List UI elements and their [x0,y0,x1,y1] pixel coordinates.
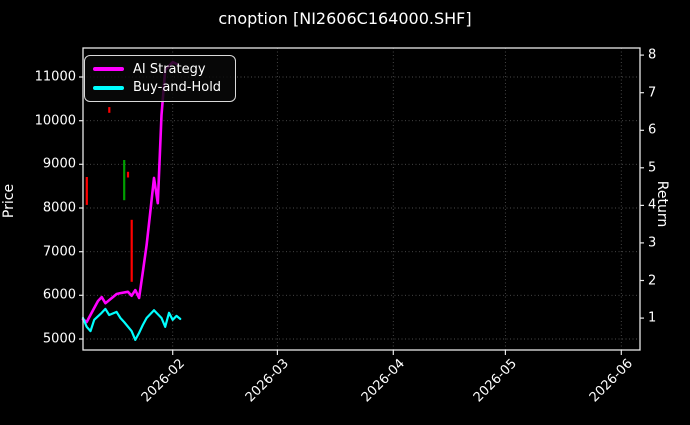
series-line-ai-strategy [81,60,178,324]
legend-item-buy-and-hold: Buy-and-Hold [93,80,227,95]
candle-wick [123,160,126,201]
legend-label: Buy-and-Hold [133,80,222,96]
legend-line-sample-magenta [93,67,124,71]
candle-wick [108,107,111,113]
legend-line-sample-cyan [93,86,124,90]
candle-wick [130,219,133,282]
candle-wick [126,171,130,178]
legend-label: AI Strategy [133,61,206,77]
legend: AI Strategy Buy-and-Hold [84,55,236,102]
legend-item-ai-strategy: AI Strategy [93,62,227,77]
candle-wick [85,177,88,205]
series-line-buy-and-hold [81,307,182,341]
plot-border [82,47,641,351]
chart-title: cnoption [NI2606C164000.SHF] [218,9,472,28]
